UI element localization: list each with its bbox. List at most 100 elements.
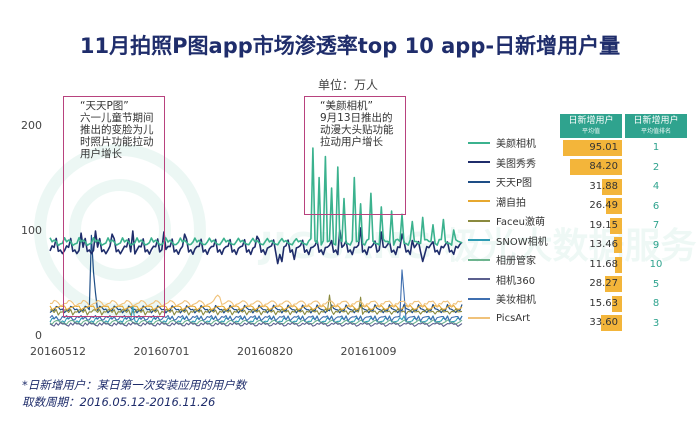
legend-label: SNOW相机: [496, 236, 548, 248]
legend-label: Faceu激萌: [496, 217, 545, 229]
table-row: 13.46 9: [560, 236, 690, 256]
stats-table-body: 95.01 1 84.20 2 31.88 4 26.49 6 19.15 7 13.46 9 11.6…: [560, 138, 690, 333]
series-line: [49, 319, 463, 325]
rank-label: 8: [652, 298, 660, 310]
legend-swatch: [468, 317, 490, 320]
legend-label: 相机360: [496, 275, 536, 287]
value-label: 95.01: [589, 141, 618, 153]
legend-label: 美颜相机: [496, 139, 536, 151]
legend-label: 美妆相机: [496, 295, 536, 307]
rank-label: 4: [652, 181, 660, 193]
stats-table: 日新增用户 平均值 日新增用户 平均值排名 95.01 1 84.20 2 31.88 4…: [560, 114, 690, 333]
table-row: 84.20 2: [560, 158, 690, 178]
value-label: 13.46: [589, 239, 618, 251]
legend-item: Faceu激萌: [468, 211, 560, 231]
rank-label: 5: [652, 278, 660, 290]
legend-item: 美妆相机: [468, 289, 560, 309]
legend-item: 天天P图: [468, 172, 560, 192]
value-cell: 95.01: [560, 139, 622, 156]
value-bar: [613, 237, 622, 254]
table-row: 31.88 4: [560, 177, 690, 197]
value-label: 33.60: [589, 317, 618, 329]
unit-label: 单位：万人: [318, 78, 379, 92]
header-value-label: 日新增用户: [568, 116, 614, 126]
value-bar: [563, 139, 622, 156]
legend-swatch: [468, 180, 490, 183]
series-line: [49, 294, 463, 316]
stats-table-header: 日新增用户 平均值 日新增用户 平均值排名: [560, 114, 690, 138]
legend-swatch: [468, 200, 490, 203]
table-row: 95.01 1: [560, 138, 690, 158]
value-bar: [614, 256, 622, 273]
series-line: [49, 234, 463, 314]
value-label: 84.20: [589, 161, 618, 173]
value-label: 15.63: [589, 297, 618, 309]
table-row: 28.27 5: [560, 275, 690, 295]
header-value-sub: 平均值: [581, 128, 600, 135]
value-label: 11.68: [589, 258, 618, 270]
legend-label: 美图秀秀: [496, 158, 536, 170]
rank-label: 2: [652, 161, 660, 173]
series-line: [50, 294, 463, 308]
value-cell: 11.68: [560, 256, 622, 273]
legend-label: 天天P图: [496, 178, 533, 190]
x-tick-label: 20161009: [341, 345, 397, 358]
value-bar: [612, 295, 622, 312]
table-row: 19.15 7: [560, 216, 690, 236]
header-value: 日新增用户 平均值: [560, 114, 622, 138]
table-row: 15.63 8: [560, 294, 690, 314]
value-bar: [602, 178, 622, 195]
rank-label: 3: [652, 317, 660, 329]
rank-label: 7: [652, 220, 660, 232]
value-label: 26.49: [589, 200, 618, 212]
legend-item: 相册管家: [468, 250, 560, 270]
annotation-box-tiantian: [63, 96, 165, 317]
header-rank-sub: 平均值排名: [640, 128, 671, 135]
legend-item: PicsArt: [468, 309, 560, 329]
note-period: 取数周期：2016.05.12-2016.11.26: [22, 395, 216, 409]
rank-label: 9: [652, 239, 660, 251]
value-label: 31.88: [589, 180, 618, 192]
value-cell: 28.27: [560, 276, 622, 293]
value-label: 28.27: [589, 278, 618, 290]
series-line: [49, 269, 463, 322]
legend-label: 相册管家: [496, 256, 536, 268]
legend-label: 潮自拍: [496, 197, 526, 209]
value-cell: 31.88: [560, 178, 622, 195]
legend-item: 美图秀秀: [468, 153, 560, 173]
legend-swatch: [468, 239, 490, 242]
legend-label: PicsArt: [496, 312, 531, 324]
x-tick-label: 20160820: [237, 345, 293, 358]
value-bar: [569, 159, 622, 176]
value-cell: 26.49: [560, 198, 622, 215]
value-cell: 13.46: [560, 237, 622, 254]
value-cell: 84.20: [560, 159, 622, 176]
legend-swatch: [468, 161, 490, 164]
table-row: 33.60 3: [560, 314, 690, 334]
y-tick-label: 200: [21, 119, 42, 132]
table-row: 11.68 10: [560, 255, 690, 275]
y-tick-label: 100: [21, 224, 42, 237]
rank-label: 1: [652, 142, 660, 154]
legend-swatch: [468, 278, 490, 281]
header-rank-label: 日新增用户: [633, 116, 679, 126]
legend-item: 美颜相机: [468, 133, 560, 153]
chart-legend: 美颜相机美图秀秀天天P图潮自拍 Faceu激萌 SNOW相机 相册管家相机360 美妆相…: [468, 133, 560, 328]
legend-item: 潮自拍: [468, 192, 560, 212]
legend-swatch: [468, 258, 490, 261]
value-bar: [600, 315, 622, 332]
chart-title: 11月拍照P图app市场渗透率top 10 app-日新增用户量: [79, 34, 621, 58]
series-line: [49, 321, 463, 327]
value-label: 19.15: [589, 219, 618, 231]
legend-item: 相机360: [468, 270, 560, 290]
annotation-text-tiantian: “天天P图” 六一儿童节期间 推出的变脸为儿 时照片功能拉动 用户增长: [80, 100, 154, 160]
x-tick-label: 20160512: [30, 345, 86, 358]
value-bar: [605, 198, 622, 215]
rank-label: 10: [649, 259, 663, 271]
series-line: [49, 147, 463, 247]
header-rank: 日新增用户 平均值排名: [625, 114, 687, 138]
value-cell: 19.15: [560, 217, 622, 234]
value-cell: 15.63: [560, 295, 622, 312]
legend-swatch: [468, 297, 490, 300]
